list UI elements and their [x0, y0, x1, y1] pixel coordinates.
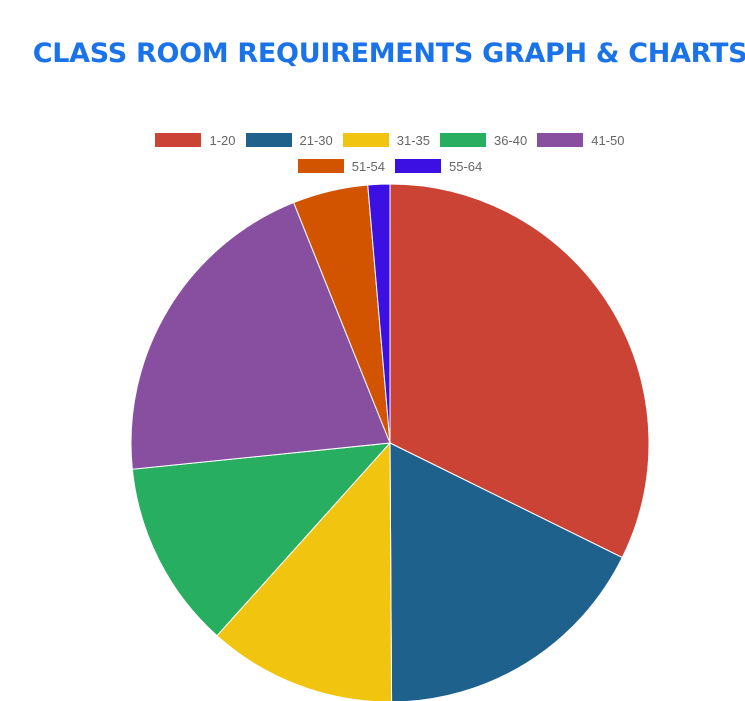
legend-item-55-64[interactable]: 55-64: [395, 159, 482, 174]
legend-label: 31-35: [396, 132, 431, 148]
legend-swatch: [537, 133, 584, 147]
legend-item-51-54[interactable]: 51-54: [297, 158, 385, 174]
legend-label: 41-50: [591, 132, 625, 148]
pie-slice-21-30[interactable]: [389, 442, 623, 701]
legend-swatch: [395, 159, 441, 173]
legend-swatch: [440, 133, 487, 147]
legend-label: 1-20: [209, 132, 236, 148]
legend-label: 55-64: [449, 158, 483, 174]
chart-title: CLASS ROOM REQUIREMENTS GRAPH & CHARTS: [32, 38, 745, 69]
legend-item-21-30[interactable]: 21-30: [245, 132, 333, 148]
legend-item-41-50[interactable]: 41-50: [537, 132, 625, 148]
pie-slice-36-40[interactable]: [131, 442, 392, 637]
legend-swatch: [297, 159, 344, 173]
legend-swatch: [245, 133, 292, 147]
pie-slice-1-20[interactable]: [389, 183, 650, 559]
legend-label: 36-40: [494, 132, 528, 148]
legend-swatch: [155, 133, 202, 147]
legend-item-36-40[interactable]: 36-40: [440, 133, 527, 148]
legend-label: 51-54: [351, 158, 385, 174]
legend-swatch: [342, 133, 389, 147]
legend-item-31-35[interactable]: 31-35: [342, 132, 431, 148]
pie-slice-41-50[interactable]: [130, 201, 391, 470]
legend-row-2: 51-54 55-64: [0, 153, 745, 179]
pie-slice-31-35[interactable]: [216, 441, 393, 701]
legend-item-1-20[interactable]: 1-20: [155, 132, 236, 148]
legend-row-1: 1-20 21-30 31-35 36-40 41-50: [0, 127, 745, 153]
legend-label: 21-30: [299, 132, 333, 148]
pie-slice-55-64[interactable]: [367, 183, 391, 444]
chart-legend: 1-20 21-30 31-35 36-40 41-50 51-54 55-64: [0, 127, 745, 179]
